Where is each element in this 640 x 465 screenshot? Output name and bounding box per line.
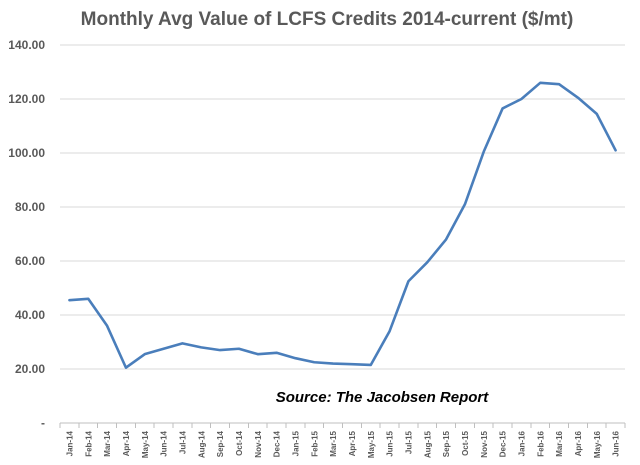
x-tick-label: Mar-14 — [103, 430, 112, 456]
series-layer — [68, 81, 617, 369]
y-tick-label: 120.00 — [8, 92, 45, 106]
chart-title: Monthly Avg Value of LCFS Credits 2014-c… — [81, 9, 574, 30]
y-tick-label: 40.00 — [15, 308, 45, 322]
x-tick-label: May-16 — [593, 430, 602, 458]
x-tick-label: Jul-15 — [404, 430, 413, 454]
y-tick-label: 20.00 — [15, 362, 45, 376]
x-tick-label: Sep-14 — [216, 430, 225, 457]
x-tick-label: Jul-14 — [178, 430, 187, 454]
gridlines — [60, 44, 625, 370]
x-tick-label: Aug-15 — [423, 430, 432, 458]
x-tick-label: Mar-15 — [329, 430, 338, 456]
x-tick-label: Apr-15 — [348, 430, 357, 456]
x-tick-label: May-14 — [141, 430, 150, 458]
x-tick-label: Oct-14 — [235, 430, 244, 455]
x-tick-label: Feb-14 — [84, 430, 93, 456]
x-axis-tick-labels: Jan-14 Feb-14 Mar-14 Apr-14 May-14 Jun-14 Jul-… — [65, 430, 620, 458]
x-tick-label: Jun-16 — [612, 430, 621, 456]
y-tick-label: 140.00 — [8, 38, 45, 52]
x-tick-label: Feb-16 — [536, 430, 545, 456]
source-annotation: Source: The Jacobsen Report — [276, 389, 490, 406]
y-axis-tick-labels: - 20.00 40.00 60.00 80.00 100.00 120.00 140.00 — [8, 38, 45, 430]
x-tick-label: Jun-15 — [386, 430, 395, 456]
y-tick-label: - — [41, 416, 45, 430]
x-tick-label: Jun-14 — [160, 430, 169, 456]
x-tick-label: Mar-16 — [555, 430, 564, 456]
x-tick-label: Nov-14 — [254, 430, 263, 457]
x-tick-label: Jan-14 — [65, 430, 74, 456]
x-tick-label: Apr-14 — [122, 430, 131, 456]
x-tick-label: Jan-15 — [291, 430, 300, 456]
x-tick-label: Feb-15 — [310, 430, 319, 456]
x-tick-label: Dec-14 — [273, 430, 282, 457]
x-tick-label: Aug-14 — [197, 430, 206, 458]
x-tick-label: Apr-16 — [574, 430, 583, 456]
x-tick-label: Dec-15 — [499, 430, 508, 457]
x-tick-label: Sep-15 — [442, 430, 451, 457]
y-tick-label: 100.00 — [8, 146, 45, 160]
axes — [59, 422, 626, 428]
x-tick-label: Oct-15 — [461, 430, 470, 455]
x-tick-label: Jan-16 — [517, 430, 526, 456]
x-tick-label: May-15 — [367, 430, 376, 458]
x-tick-label: Nov-15 — [480, 430, 489, 457]
y-tick-label: 80.00 — [15, 200, 45, 214]
y-tick-label: 60.00 — [15, 254, 45, 268]
series-line-0 — [68, 81, 617, 369]
